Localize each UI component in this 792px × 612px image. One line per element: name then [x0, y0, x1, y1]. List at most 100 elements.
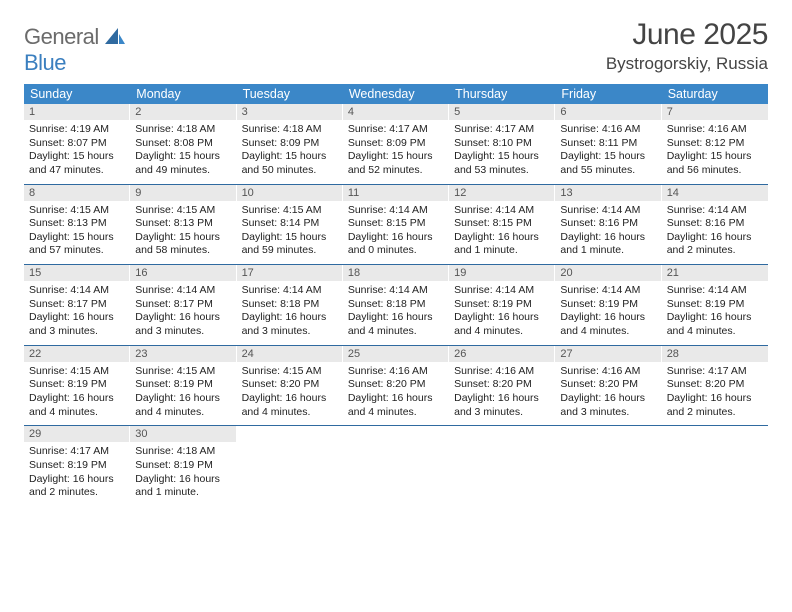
calendar-day-cell: [237, 426, 343, 506]
page-title: June 2025: [606, 18, 768, 52]
day-number: 20: [555, 265, 661, 281]
day-details: Sunrise: 4:14 AMSunset: 8:16 PMDaylight:…: [555, 201, 661, 265]
calendar-week-row: 8Sunrise: 4:15 AMSunset: 8:13 PMDaylight…: [24, 184, 768, 265]
day-number: 14: [662, 185, 768, 201]
dayhead-tue: Tuesday: [237, 84, 343, 104]
day-number: 19: [449, 265, 555, 281]
calendar-day-cell: 15Sunrise: 4:14 AMSunset: 8:17 PMDayligh…: [24, 265, 130, 346]
day-number: 8: [24, 185, 130, 201]
dayhead-thu: Thursday: [449, 84, 555, 104]
logo-sail-icon: [105, 31, 125, 48]
day-details: Sunrise: 4:14 AMSunset: 8:17 PMDaylight:…: [130, 281, 236, 345]
dayhead-wed: Wednesday: [343, 84, 449, 104]
logo-word-general: General: [24, 24, 99, 49]
day-details: Sunrise: 4:15 AMSunset: 8:13 PMDaylight:…: [130, 201, 236, 265]
calendar-day-cell: 29Sunrise: 4:17 AMSunset: 8:19 PMDayligh…: [24, 426, 130, 506]
calendar-table: Sunday Monday Tuesday Wednesday Thursday…: [24, 84, 768, 506]
day-number: 21: [662, 265, 768, 281]
calendar-day-cell: 12Sunrise: 4:14 AMSunset: 8:15 PMDayligh…: [449, 184, 555, 265]
day-details: Sunrise: 4:19 AMSunset: 8:07 PMDaylight:…: [24, 120, 130, 184]
calendar-day-cell: 28Sunrise: 4:17 AMSunset: 8:20 PMDayligh…: [662, 345, 768, 426]
calendar-body: 1Sunrise: 4:19 AMSunset: 8:07 PMDaylight…: [24, 104, 768, 506]
day-number: 2: [130, 104, 236, 120]
calendar-day-cell: 25Sunrise: 4:16 AMSunset: 8:20 PMDayligh…: [343, 345, 449, 426]
day-details: Sunrise: 4:16 AMSunset: 8:12 PMDaylight:…: [662, 120, 768, 184]
day-number: 12: [449, 185, 555, 201]
day-details: Sunrise: 4:15 AMSunset: 8:14 PMDaylight:…: [237, 201, 343, 265]
day-details: Sunrise: 4:14 AMSunset: 8:18 PMDaylight:…: [237, 281, 343, 345]
day-number: 28: [662, 346, 768, 362]
calendar-day-cell: 30Sunrise: 4:18 AMSunset: 8:19 PMDayligh…: [130, 426, 236, 506]
day-details: Sunrise: 4:14 AMSunset: 8:16 PMDaylight:…: [662, 201, 768, 265]
calendar-week-row: 1Sunrise: 4:19 AMSunset: 8:07 PMDaylight…: [24, 104, 768, 184]
day-number: 9: [130, 185, 236, 201]
day-details: Sunrise: 4:15 AMSunset: 8:19 PMDaylight:…: [130, 362, 236, 426]
day-details: Sunrise: 4:17 AMSunset: 8:19 PMDaylight:…: [24, 442, 130, 506]
day-number: 15: [24, 265, 130, 281]
day-details-empty: [237, 442, 343, 500]
day-number: 5: [449, 104, 555, 120]
day-number: 1: [24, 104, 130, 120]
calendar-day-cell: 26Sunrise: 4:16 AMSunset: 8:20 PMDayligh…: [449, 345, 555, 426]
day-details: Sunrise: 4:16 AMSunset: 8:20 PMDaylight:…: [449, 362, 555, 426]
calendar-day-cell: [555, 426, 661, 506]
brand-logo: General Blue: [24, 24, 125, 76]
day-number-empty: [555, 426, 661, 442]
day-number: 29: [24, 426, 130, 442]
calendar-day-cell: 7Sunrise: 4:16 AMSunset: 8:12 PMDaylight…: [662, 104, 768, 184]
calendar-day-cell: 20Sunrise: 4:14 AMSunset: 8:19 PMDayligh…: [555, 265, 661, 346]
day-number-empty: [662, 426, 768, 442]
day-details-empty: [555, 442, 661, 500]
day-details: Sunrise: 4:14 AMSunset: 8:19 PMDaylight:…: [449, 281, 555, 345]
day-details: Sunrise: 4:14 AMSunset: 8:15 PMDaylight:…: [449, 201, 555, 265]
calendar-week-row: 15Sunrise: 4:14 AMSunset: 8:17 PMDayligh…: [24, 265, 768, 346]
day-number-empty: [237, 426, 343, 442]
day-number: 22: [24, 346, 130, 362]
calendar-day-cell: 11Sunrise: 4:14 AMSunset: 8:15 PMDayligh…: [343, 184, 449, 265]
day-number: 16: [130, 265, 236, 281]
day-details: Sunrise: 4:18 AMSunset: 8:19 PMDaylight:…: [130, 442, 236, 506]
calendar-day-cell: 16Sunrise: 4:14 AMSunset: 8:17 PMDayligh…: [130, 265, 236, 346]
day-number: 4: [343, 104, 449, 120]
calendar-day-cell: 18Sunrise: 4:14 AMSunset: 8:18 PMDayligh…: [343, 265, 449, 346]
day-number: 30: [130, 426, 236, 442]
day-details: Sunrise: 4:16 AMSunset: 8:20 PMDaylight:…: [343, 362, 449, 426]
calendar-day-cell: 27Sunrise: 4:16 AMSunset: 8:20 PMDayligh…: [555, 345, 661, 426]
calendar-day-cell: [449, 426, 555, 506]
calendar-week-row: 22Sunrise: 4:15 AMSunset: 8:19 PMDayligh…: [24, 345, 768, 426]
calendar-day-cell: 2Sunrise: 4:18 AMSunset: 8:08 PMDaylight…: [130, 104, 236, 184]
dayhead-sun: Sunday: [24, 84, 130, 104]
dayhead-mon: Monday: [130, 84, 236, 104]
calendar-day-cell: 24Sunrise: 4:15 AMSunset: 8:20 PMDayligh…: [237, 345, 343, 426]
day-number: 27: [555, 346, 661, 362]
day-details: Sunrise: 4:17 AMSunset: 8:20 PMDaylight:…: [662, 362, 768, 426]
day-details: Sunrise: 4:14 AMSunset: 8:18 PMDaylight:…: [343, 281, 449, 345]
day-number: 6: [555, 104, 661, 120]
day-details: Sunrise: 4:15 AMSunset: 8:20 PMDaylight:…: [237, 362, 343, 426]
day-details: Sunrise: 4:17 AMSunset: 8:09 PMDaylight:…: [343, 120, 449, 184]
calendar-day-cell: 14Sunrise: 4:14 AMSunset: 8:16 PMDayligh…: [662, 184, 768, 265]
title-block: June 2025 Bystrogorskiy, Russia: [606, 18, 768, 74]
calendar-day-cell: 23Sunrise: 4:15 AMSunset: 8:19 PMDayligh…: [130, 345, 236, 426]
day-details: Sunrise: 4:14 AMSunset: 8:19 PMDaylight:…: [555, 281, 661, 345]
day-number: 17: [237, 265, 343, 281]
day-details: Sunrise: 4:16 AMSunset: 8:20 PMDaylight:…: [555, 362, 661, 426]
day-details: Sunrise: 4:18 AMSunset: 8:08 PMDaylight:…: [130, 120, 236, 184]
calendar-week-row: 29Sunrise: 4:17 AMSunset: 8:19 PMDayligh…: [24, 426, 768, 506]
calendar-day-cell: 5Sunrise: 4:17 AMSunset: 8:10 PMDaylight…: [449, 104, 555, 184]
page-header: General Blue June 2025 Bystrogorskiy, Ru…: [24, 18, 768, 76]
calendar-day-cell: 19Sunrise: 4:14 AMSunset: 8:19 PMDayligh…: [449, 265, 555, 346]
day-number-empty: [343, 426, 449, 442]
calendar-day-cell: 1Sunrise: 4:19 AMSunset: 8:07 PMDaylight…: [24, 104, 130, 184]
logo-word-blue: Blue: [24, 50, 66, 75]
day-number: 24: [237, 346, 343, 362]
dayhead-sat: Saturday: [662, 84, 768, 104]
calendar-day-cell: 9Sunrise: 4:15 AMSunset: 8:13 PMDaylight…: [130, 184, 236, 265]
calendar-day-cell: 3Sunrise: 4:18 AMSunset: 8:09 PMDaylight…: [237, 104, 343, 184]
calendar-day-cell: 8Sunrise: 4:15 AMSunset: 8:13 PMDaylight…: [24, 184, 130, 265]
dayhead-fri: Friday: [555, 84, 661, 104]
day-details-empty: [343, 442, 449, 500]
location-label: Bystrogorskiy, Russia: [606, 54, 768, 74]
calendar-day-cell: 22Sunrise: 4:15 AMSunset: 8:19 PMDayligh…: [24, 345, 130, 426]
calendar-day-cell: 4Sunrise: 4:17 AMSunset: 8:09 PMDaylight…: [343, 104, 449, 184]
